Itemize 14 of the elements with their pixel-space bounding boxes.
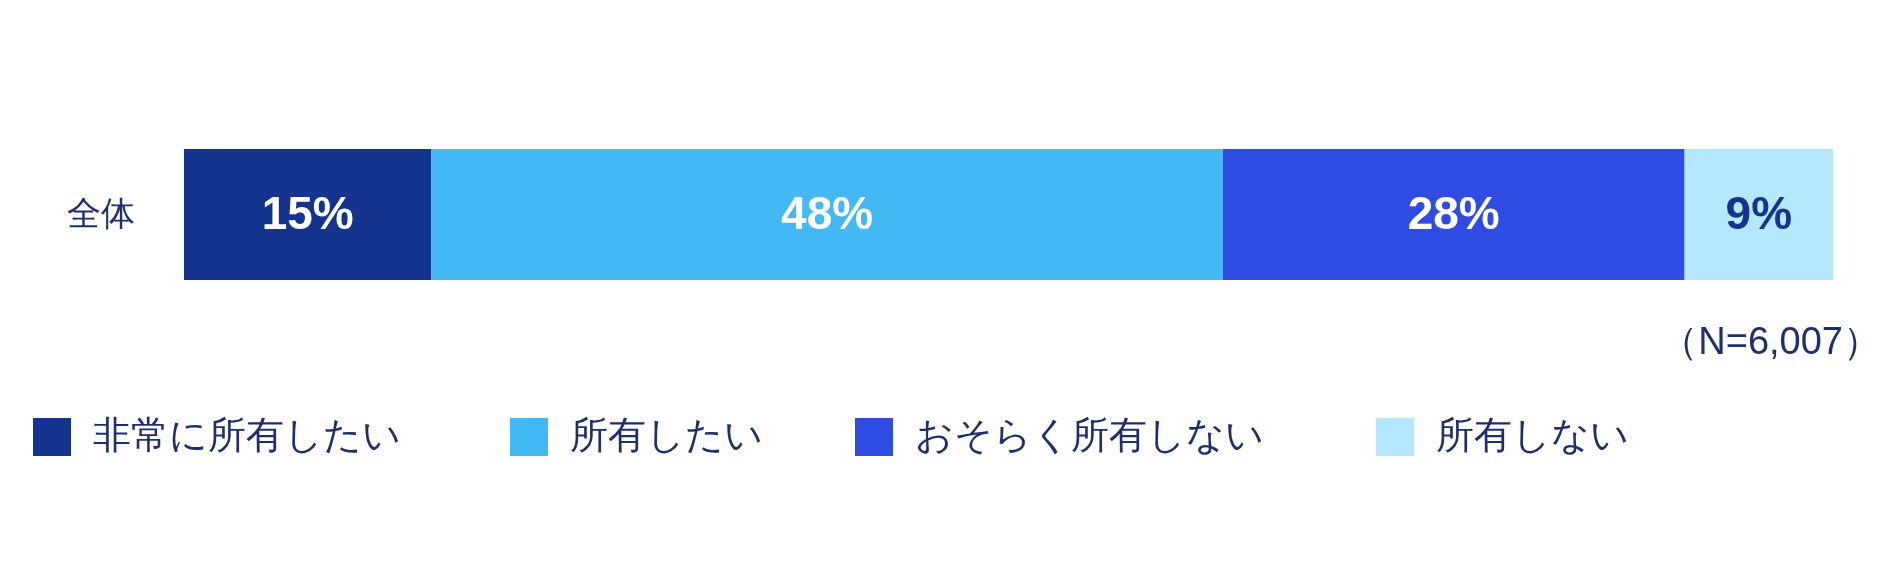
bar [184, 149, 432, 280]
legend-label: 非常に所有したい [93, 414, 401, 456]
data-label: 28% [1407, 186, 1500, 239]
data-label: 48% [781, 186, 874, 239]
legend-label: 所有しない [1436, 414, 1629, 456]
data-label: 15% [261, 186, 354, 239]
text: （N=6,007） [1660, 320, 1881, 362]
y-tick-label: 全体 [66, 193, 135, 232]
legend-label: おそらく所有しない [915, 414, 1264, 456]
data-label: 9% [1725, 186, 1793, 239]
legend-label: 所有したい [570, 414, 763, 456]
bar [431, 149, 1223, 280]
bar [1684, 149, 1833, 280]
bar [1222, 149, 1685, 280]
